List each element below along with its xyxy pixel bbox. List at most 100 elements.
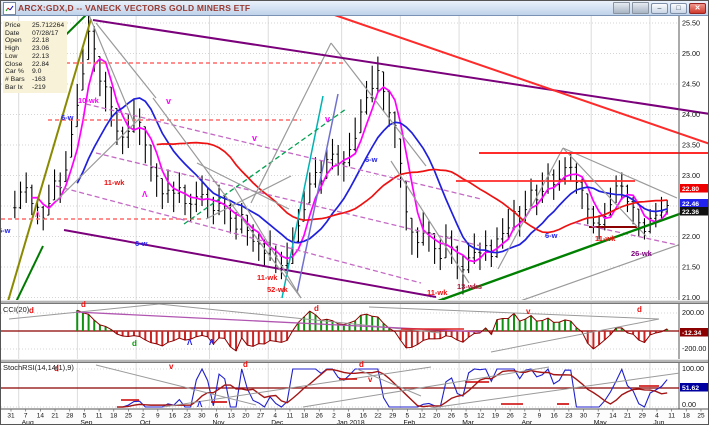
info-row: Bar Ix -219 (5, 83, 46, 91)
ma-11-wk (156, 141, 668, 234)
month-label: Oct (140, 420, 151, 425)
week-tick-label: 11 (96, 413, 103, 420)
week-tick-label: 28 (66, 413, 74, 420)
week-tick-label: 25 (125, 413, 133, 420)
stochrsi-plot (1, 364, 679, 408)
trendline (330, 42, 427, 167)
app-icon (3, 1, 16, 15)
trendline (55, 185, 422, 284)
annotation-label: d (637, 305, 642, 314)
week-tick-label: 25 (697, 413, 705, 420)
ma-6-w (76, 97, 668, 254)
annotation-label: 52-wk (267, 285, 289, 294)
month-label: Sep (80, 420, 92, 425)
window-title: ARCX:GDX,D -- VANECK VECTORS GOLD MINERS… (18, 3, 251, 13)
price-axis-label: 23.00 (682, 171, 700, 180)
trendline (15, 245, 44, 301)
annotation-label: v (169, 362, 174, 371)
trendline (205, 175, 292, 220)
annotation-label: d (359, 360, 364, 369)
svg-text:22.80: 22.80 (682, 186, 699, 193)
svg-text:-12.34: -12.34 (682, 330, 701, 337)
month-label: Jan 2018 (337, 420, 365, 425)
week-tick-label: 26 (448, 413, 456, 420)
annotation-label: v (368, 375, 373, 384)
week-tick-label: 21 (624, 413, 632, 420)
price-badge (680, 199, 708, 208)
week-tick-label: 14 (609, 413, 617, 420)
maximize-button[interactable]: □ (670, 2, 687, 14)
toolbar-button-1[interactable] (613, 2, 630, 14)
month-label: Aug (22, 420, 34, 425)
stochrsi-panel-label: StochRSI(14,14(1),9) (3, 363, 74, 372)
week-tick-label: 13 (228, 413, 236, 420)
week-tick-label: 26 (316, 413, 324, 420)
annotation-label: 11-wk (427, 288, 448, 297)
week-tick-label: 31 (7, 413, 15, 420)
week-tick-label: 16 (551, 413, 559, 420)
info-row: Close 22.84 (5, 60, 50, 68)
month-label: Nov (212, 420, 225, 425)
week-tick-label: 2 (523, 413, 527, 420)
annotation-label: Λ (197, 400, 203, 409)
price-axis-label: 21.50 (682, 263, 700, 272)
cci-badge (680, 328, 708, 337)
trendline (92, 19, 708, 115)
week-tick-label: 26 (507, 413, 515, 420)
week-tick-label: 29 (639, 413, 647, 420)
month-label: Feb (404, 420, 416, 425)
annotation-label: d (29, 306, 34, 315)
svg-text:22.36: 22.36 (682, 209, 699, 216)
title-bar: ARCX:GDX,D -- VANECK VECTORS GOLD MINERS… (1, 1, 708, 16)
trendline (88, 15, 135, 124)
annotation-label: d (81, 300, 86, 309)
week-tick-label: 5 (83, 413, 87, 420)
month-label: May (594, 420, 607, 425)
annotation-label: Λ (209, 338, 215, 347)
week-tick-label: 9 (156, 413, 160, 420)
trendline (437, 206, 697, 303)
stochrsi-axis-label: 100.00 (682, 364, 704, 373)
week-tick-label: 9 (538, 413, 542, 420)
price-badge (680, 184, 708, 193)
annotation-label: d (54, 364, 59, 373)
month-label: Dec (271, 420, 284, 425)
info-row: Low 22.13 (5, 52, 50, 60)
week-tick-label: 20 (433, 413, 441, 420)
week-tick-label: 23 (565, 413, 573, 420)
week-tick-label: 18 (110, 413, 118, 420)
week-tick-label: 27 (257, 413, 265, 420)
trendline (250, 42, 332, 204)
week-tick-label: 12 (418, 413, 426, 420)
month-label: Jun (653, 420, 664, 425)
svg-text:51.62: 51.62 (682, 385, 699, 392)
annotation-label: 6-w (135, 239, 148, 248)
trendline (497, 147, 564, 270)
annotation-label: 11-wk (104, 178, 125, 187)
week-tick-label: 7 (24, 413, 28, 420)
trendline (518, 244, 679, 301)
minimize-button[interactable]: – (651, 2, 668, 14)
annotation-label: Λ (35, 210, 41, 219)
trendline (152, 97, 302, 299)
price-axis-label: 21.00 (682, 293, 700, 302)
annotation-label: 11-wk (595, 234, 616, 243)
week-tick-label: 30 (580, 413, 588, 420)
week-tick-label: 21 (51, 413, 59, 420)
annotation-label: 13-wks (457, 282, 482, 291)
stochrsi-k-line (116, 367, 668, 408)
week-tick-label: 2 (141, 413, 145, 420)
toolbar-button-2[interactable] (632, 2, 649, 14)
week-tick-label: 6 (215, 413, 219, 420)
panel-divider (1, 300, 708, 304)
annotation-label: 11-wk (257, 273, 278, 282)
week-tick-label: 7 (596, 413, 600, 420)
info-row: # Bars -163 (5, 75, 46, 83)
info-row: Price 25.712264 (5, 22, 65, 29)
week-tick-label: 4 (655, 413, 659, 420)
price-axis-label: 24.50 (682, 80, 700, 89)
trendline (322, 10, 708, 145)
stochrsi-axis-label: 0.00 (682, 400, 696, 409)
close-button[interactable]: ✕ (689, 2, 706, 14)
